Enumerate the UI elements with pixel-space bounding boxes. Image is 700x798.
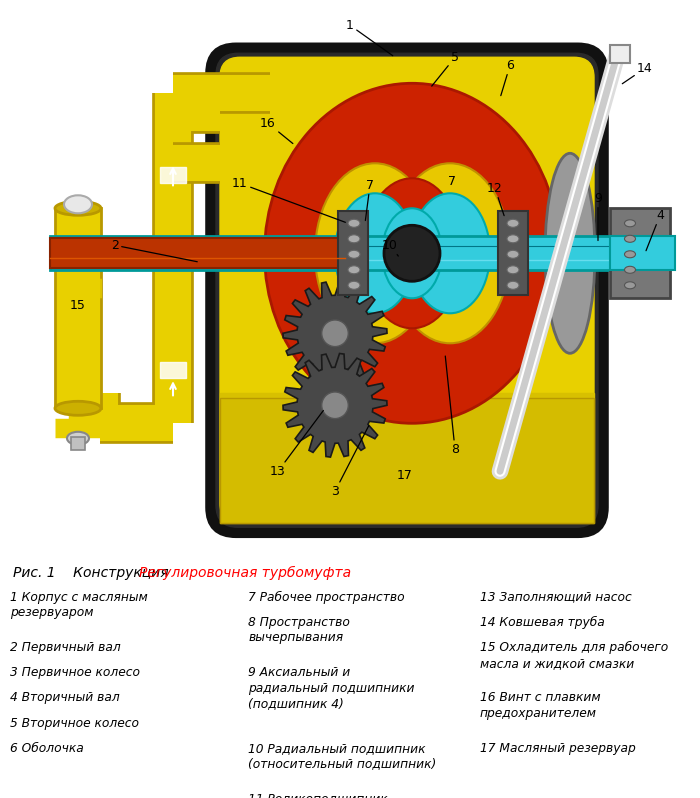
- Circle shape: [384, 225, 440, 281]
- Ellipse shape: [335, 193, 415, 314]
- Bar: [55, 208, 101, 409]
- Bar: [220, 398, 594, 523]
- Bar: [160, 362, 186, 378]
- Text: 11 Роликоподшипник
(подшипник 1): 11 Роликоподшипник (подшипник 1): [248, 792, 388, 798]
- Ellipse shape: [362, 178, 462, 328]
- Text: 17 Масляный резервуар: 17 Масляный резервуар: [480, 742, 636, 755]
- Bar: [50, 236, 660, 271]
- Text: 14: 14: [622, 61, 653, 84]
- Text: 15 Охладитель для рабочего
масла и жидкой смазки: 15 Охладитель для рабочего масла и жидко…: [480, 641, 668, 670]
- Ellipse shape: [348, 219, 360, 227]
- Text: 9: 9: [594, 192, 602, 240]
- Ellipse shape: [507, 281, 519, 290]
- Text: 6: 6: [500, 59, 514, 96]
- Ellipse shape: [624, 235, 636, 243]
- Ellipse shape: [348, 281, 360, 290]
- Ellipse shape: [315, 164, 435, 343]
- Ellipse shape: [507, 251, 519, 259]
- Bar: [71, 437, 85, 450]
- Text: 4 Вторичный вал: 4 Вторичный вал: [10, 692, 120, 705]
- Text: 7: 7: [365, 179, 374, 220]
- Text: 14 Ковшевая труба: 14 Ковшевая труба: [480, 616, 604, 629]
- Text: 15: 15: [70, 298, 86, 312]
- Ellipse shape: [55, 201, 101, 215]
- Ellipse shape: [348, 251, 360, 259]
- Bar: [610, 45, 630, 63]
- Text: 8: 8: [445, 356, 459, 456]
- Text: Рис. 1    Конструкция: Рис. 1 Конструкция: [13, 566, 173, 579]
- Bar: [160, 168, 186, 184]
- Ellipse shape: [624, 267, 636, 273]
- Text: 11: 11: [232, 177, 345, 223]
- Ellipse shape: [55, 401, 101, 415]
- Circle shape: [322, 320, 349, 346]
- Text: 8 Пространство
вычерпывания: 8 Пространство вычерпывания: [248, 616, 351, 644]
- Ellipse shape: [390, 164, 510, 343]
- Text: 1 Корпус с масляным
резервуаром: 1 Корпус с масляным резервуаром: [10, 591, 148, 619]
- Text: 7 Рабочее пространство: 7 Рабочее пространство: [248, 591, 405, 603]
- Text: 13 Заполняющий насос: 13 Заполняющий насос: [480, 591, 631, 603]
- Text: 10: 10: [382, 239, 398, 256]
- FancyBboxPatch shape: [220, 57, 594, 523]
- Ellipse shape: [507, 219, 519, 227]
- Text: 1: 1: [346, 19, 393, 56]
- Circle shape: [322, 392, 349, 419]
- Text: 16: 16: [260, 117, 293, 144]
- Text: 17: 17: [397, 468, 413, 482]
- Bar: [610, 208, 670, 298]
- Bar: [338, 211, 368, 295]
- Polygon shape: [283, 354, 387, 457]
- Text: 7: 7: [448, 176, 456, 188]
- Text: 2: 2: [111, 239, 197, 262]
- Ellipse shape: [410, 193, 490, 314]
- Text: 3 Первичное колесо: 3 Первичное колесо: [10, 666, 141, 679]
- Ellipse shape: [67, 432, 89, 444]
- Text: 6 Оболочка: 6 Оболочка: [10, 742, 84, 755]
- Text: 5: 5: [432, 51, 459, 86]
- Bar: [220, 393, 594, 523]
- Ellipse shape: [382, 208, 442, 298]
- Text: 13: 13: [270, 410, 323, 478]
- Ellipse shape: [348, 266, 360, 274]
- Polygon shape: [283, 282, 387, 385]
- Ellipse shape: [348, 235, 360, 243]
- Ellipse shape: [507, 235, 519, 243]
- Text: Регулировочная турбомуфта: Регулировочная турбомуфта: [139, 566, 351, 579]
- Bar: [498, 211, 528, 295]
- Ellipse shape: [624, 282, 636, 289]
- Text: 4: 4: [646, 209, 664, 251]
- Text: 10 Радиальный подшипник
(относительный подшипник): 10 Радиальный подшипник (относительный п…: [248, 742, 437, 770]
- Bar: [610, 236, 675, 271]
- FancyBboxPatch shape: [216, 53, 598, 527]
- Text: 9 Аксиальный и
радиальный подшипники
(подшипник 4): 9 Аксиальный и радиальный подшипники (по…: [248, 666, 415, 710]
- Ellipse shape: [624, 251, 636, 258]
- Ellipse shape: [265, 83, 559, 423]
- Bar: [50, 239, 345, 268]
- Ellipse shape: [64, 196, 92, 213]
- Text: 12: 12: [487, 182, 504, 215]
- Ellipse shape: [624, 219, 636, 227]
- Ellipse shape: [545, 153, 595, 354]
- Ellipse shape: [507, 266, 519, 274]
- Text: 2 Первичный вал: 2 Первичный вал: [10, 641, 121, 654]
- Text: 5 Вторичное колесо: 5 Вторичное колесо: [10, 717, 139, 729]
- Text: 16 Винт с плавким
предохранителем: 16 Винт с плавким предохранителем: [480, 692, 600, 720]
- Text: 3: 3: [331, 426, 369, 498]
- FancyBboxPatch shape: [208, 45, 606, 535]
